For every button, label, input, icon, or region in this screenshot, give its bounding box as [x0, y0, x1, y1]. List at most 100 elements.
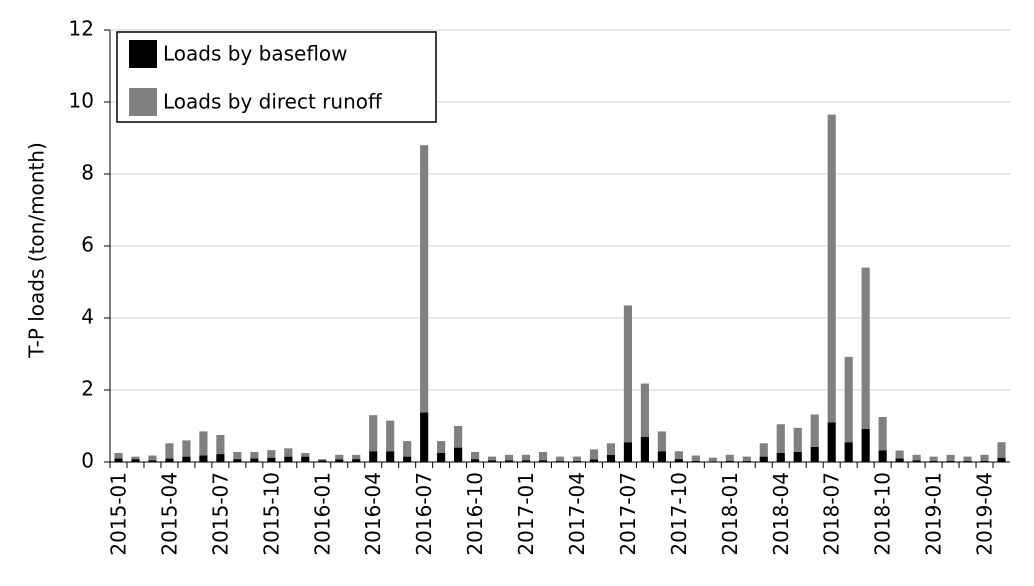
bar-segment: [199, 431, 208, 456]
bar-segment: [437, 453, 446, 462]
bar-segment: [878, 450, 887, 462]
bar-segment: [233, 459, 242, 462]
bar-segment: [827, 422, 836, 462]
y-axis-label: T-P loads (ton/month): [25, 142, 49, 359]
bar-segment: [538, 451, 548, 461]
bar-segment: [369, 451, 378, 462]
bar-segment: [488, 456, 497, 461]
y-tick-label: 0: [81, 449, 94, 473]
bar-segment: [691, 455, 700, 461]
bar-segment: [301, 453, 310, 457]
x-tick-label: 2015-10: [259, 472, 283, 556]
x-tick-label: 2019-01: [922, 472, 946, 556]
bar-segment: [725, 460, 734, 462]
bar-segment: [420, 145, 429, 413]
bar-segment: [199, 455, 208, 462]
bar-segment: [861, 267, 870, 429]
bar-segment: [810, 414, 819, 447]
x-tick-label: 2018-04: [769, 472, 793, 556]
bar-segment: [759, 456, 768, 462]
bar-segment: [555, 460, 565, 462]
bar-segment: [742, 456, 751, 461]
bar-segment: [589, 449, 599, 460]
x-tick-label: 2016-10: [463, 472, 487, 556]
x-tick-label: 2015-07: [208, 472, 232, 556]
bar-segment: [454, 426, 463, 448]
bar-segment: [912, 454, 921, 461]
legend-label: Loads by direct runoff: [163, 90, 383, 114]
bar-segment: [895, 450, 904, 459]
legend-box: [116, 31, 437, 123]
bar-segment: [352, 459, 361, 462]
bar-segment: [623, 442, 632, 462]
bar-segment: [114, 458, 123, 462]
legend-swatch: [129, 40, 157, 68]
bar-segment: [538, 460, 548, 462]
bar-segment: [793, 451, 802, 462]
bar-segment: [403, 441, 412, 457]
bar-segment: [657, 451, 666, 462]
y-tick-label: 4: [81, 305, 94, 329]
bar-segment: [165, 443, 174, 459]
bar-segment: [674, 459, 683, 462]
x-tick-label: 2018-10: [871, 472, 895, 556]
bar-segment: [776, 453, 785, 462]
bar-segment: [555, 456, 565, 461]
bar-segment: [674, 451, 683, 460]
bar-segment: [895, 458, 904, 462]
bar-segment: [844, 442, 853, 462]
x-tick-label: 2016-04: [361, 472, 385, 556]
bar-segment: [963, 456, 972, 461]
bar-segment: [589, 459, 599, 462]
bar-segment: [216, 454, 225, 462]
x-tick-label: 2016-07: [412, 472, 436, 556]
bar-segment: [504, 454, 514, 461]
bar-segment: [759, 443, 768, 457]
x-tick-label: 2016-01: [310, 472, 334, 556]
bar-segment: [250, 451, 259, 459]
bar-segment: [827, 114, 836, 423]
bar-segment: [640, 383, 649, 437]
bar-segment: [182, 456, 191, 462]
bar-segment: [572, 460, 582, 462]
bar-segment: [963, 460, 972, 462]
bar-segment: [691, 460, 700, 462]
x-tick-label: 2015-04: [157, 472, 181, 556]
bar-segment: [980, 454, 989, 461]
bar-segment: [131, 456, 140, 460]
bar-segment: [776, 424, 785, 453]
bar-segment: [284, 456, 293, 462]
bar-segment: [929, 460, 938, 462]
bar-segment: [997, 442, 1006, 458]
bar-segment: [521, 460, 531, 462]
bar-segment: [386, 420, 395, 452]
bar-segment: [504, 460, 514, 462]
bar-segment: [148, 455, 157, 461]
bar-segment: [572, 456, 582, 461]
bar-segment: [267, 457, 276, 462]
bar-segment: [623, 305, 632, 443]
x-tick-label: 2017-04: [565, 472, 589, 556]
bar-segment: [114, 453, 123, 459]
x-tick-label: 2015-01: [106, 472, 130, 556]
bar-segment: [301, 456, 310, 462]
bar-segment: [165, 458, 174, 462]
bar-segment: [878, 417, 887, 451]
bar-segment: [742, 460, 751, 462]
bar-segment: [606, 443, 616, 455]
bar-segment: [793, 427, 802, 452]
bar-segment: [454, 447, 463, 462]
bar-segment: [471, 451, 480, 460]
bar-segment: [131, 459, 140, 462]
bar-segment: [708, 457, 717, 462]
bar-segment: [640, 436, 649, 462]
bar-segment: [437, 441, 446, 453]
bar-segment: [318, 460, 327, 462]
bar-segment: [233, 451, 242, 460]
bar-segment: [335, 459, 344, 462]
bar-segment: [318, 459, 327, 461]
bar-segment: [606, 454, 616, 462]
y-tick-label: 6: [81, 233, 94, 257]
bar-segment: [148, 460, 157, 462]
